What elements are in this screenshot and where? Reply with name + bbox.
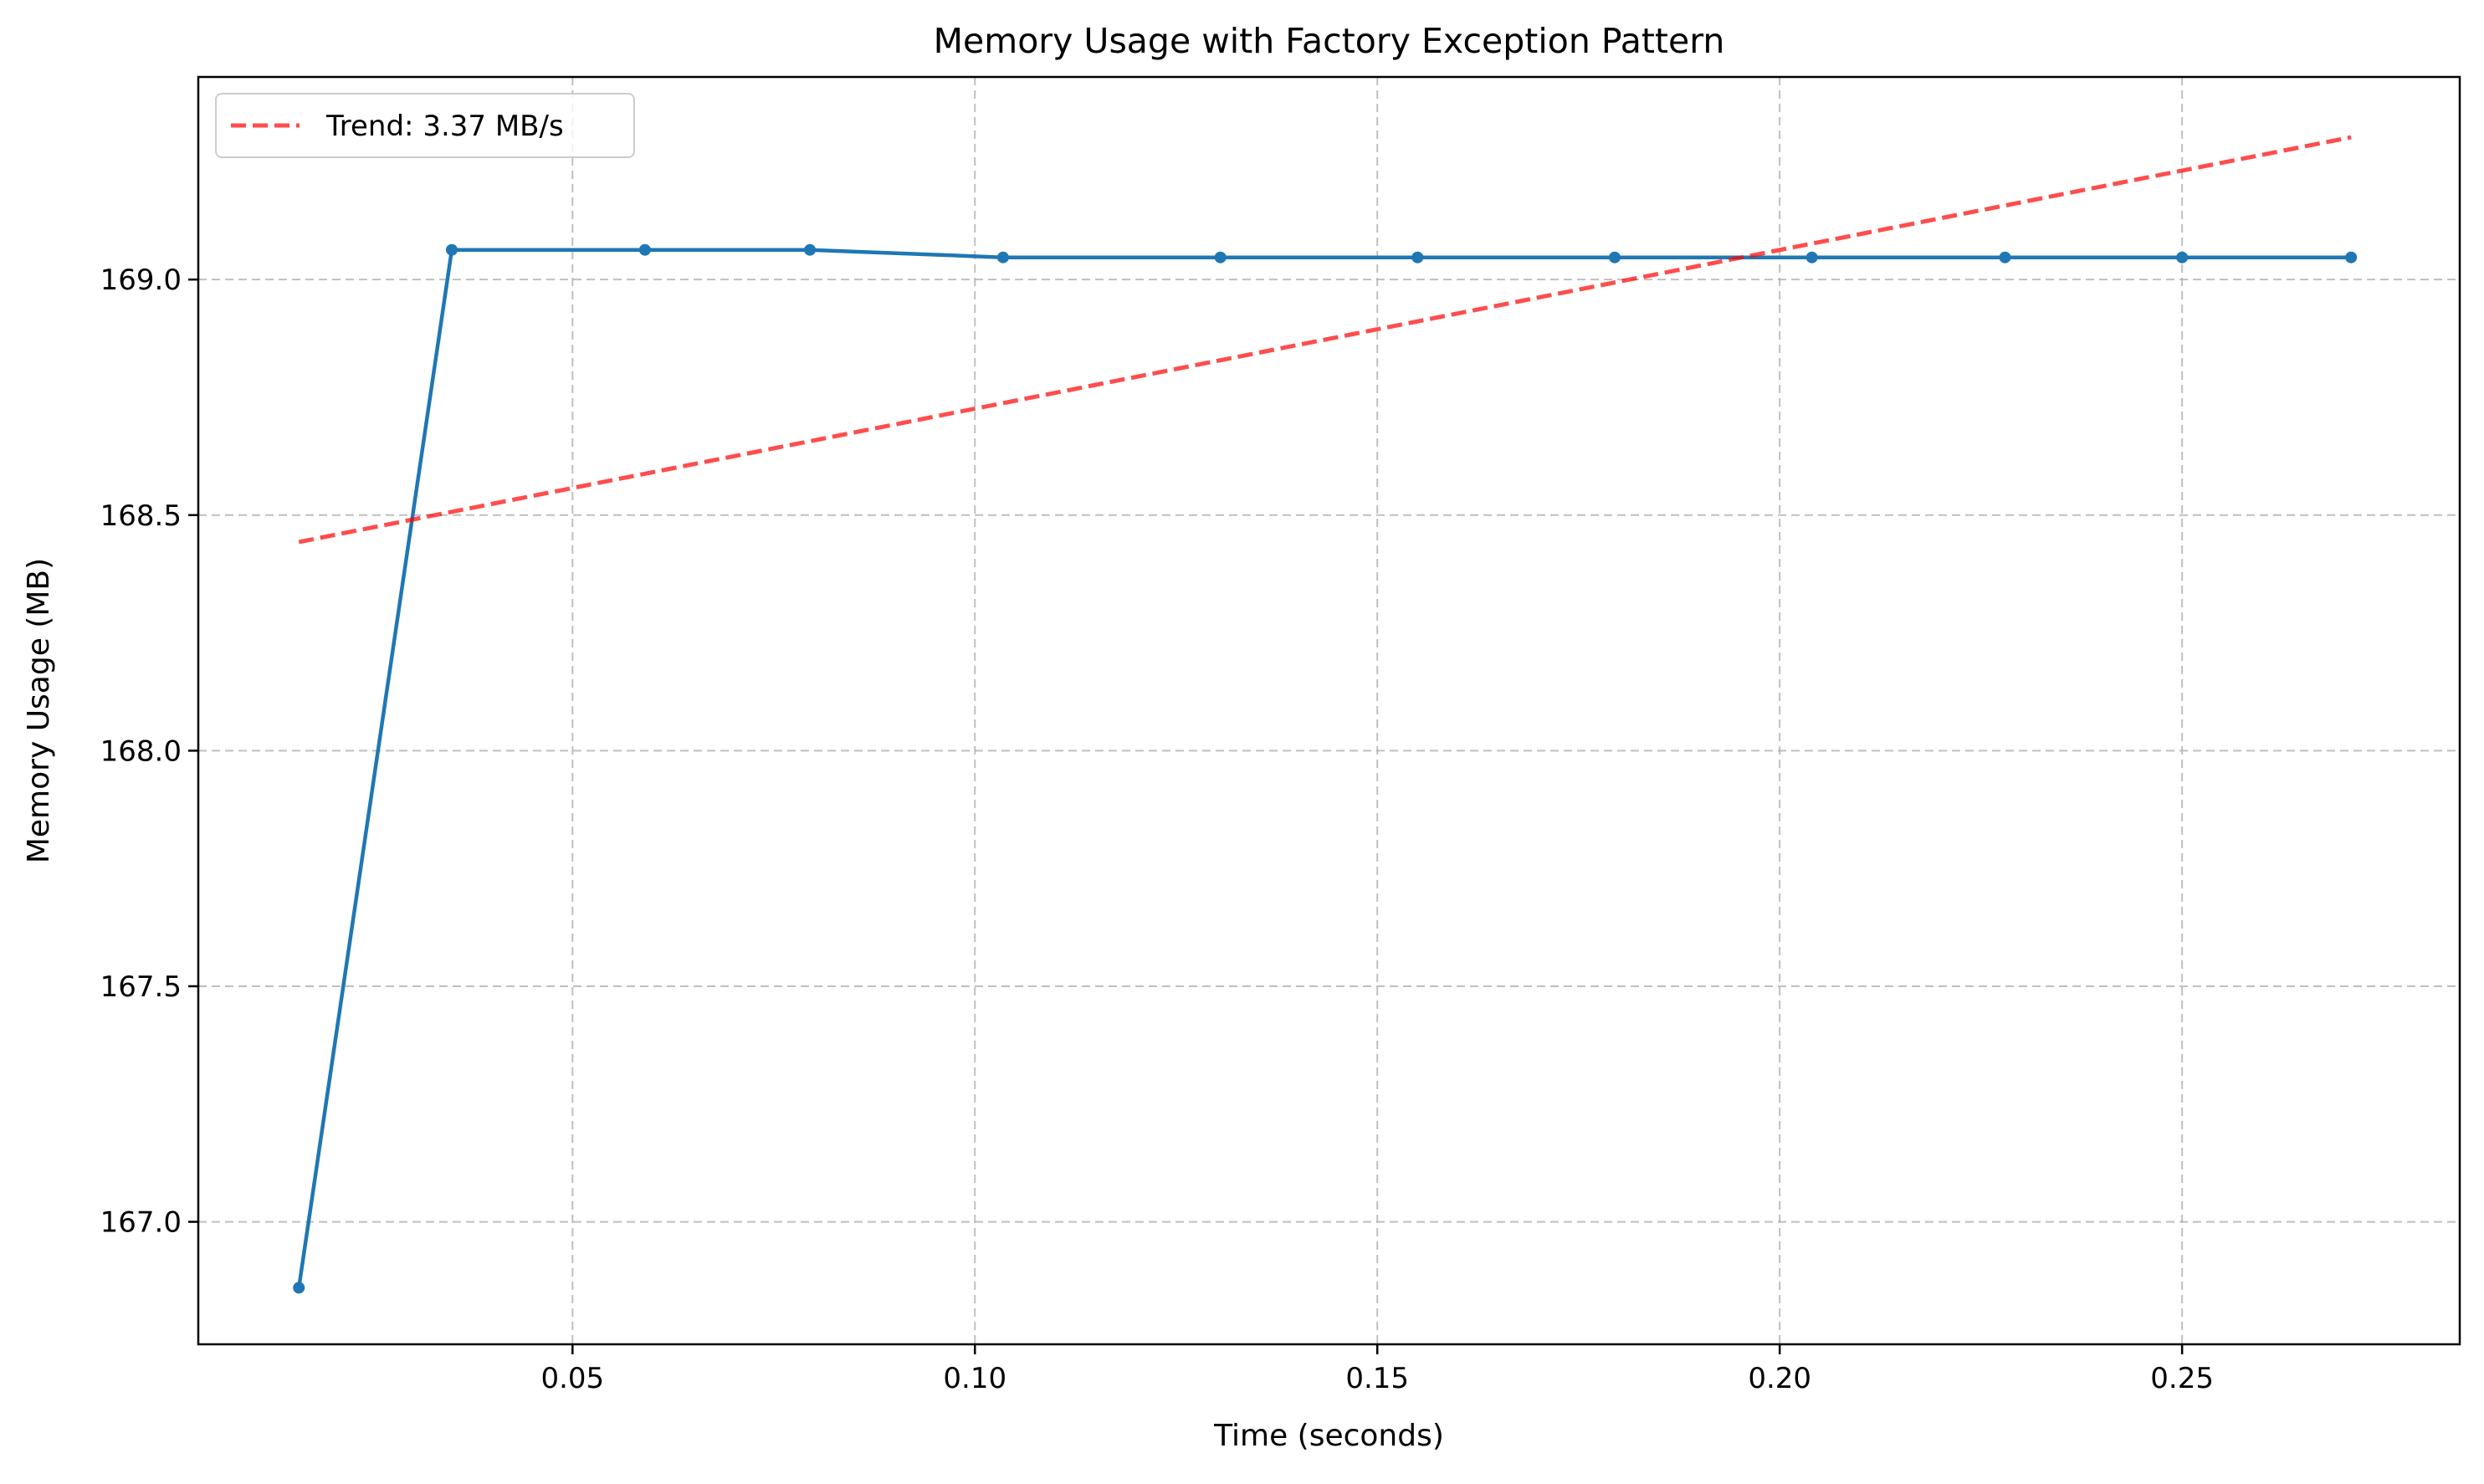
data-point <box>293 1282 305 1294</box>
legend-box <box>215 93 635 158</box>
data-point <box>446 243 458 256</box>
chart-title: Memory Usage with Factory Exception Patt… <box>934 21 1725 61</box>
y-tick-label: 167.0 <box>100 1206 182 1240</box>
y-tick-label: 169.0 <box>100 264 182 297</box>
data-point <box>1411 251 1424 264</box>
data-point <box>2345 251 2358 264</box>
legend-trend-label: Trend: 3.37 MB/s <box>325 110 564 143</box>
data-point <box>1214 251 1227 264</box>
data-point <box>638 243 651 256</box>
y-tick-label: 168.5 <box>100 499 182 533</box>
data-point <box>1805 251 1818 264</box>
x-tick-label: 0.15 <box>1345 1362 1409 1395</box>
grid <box>198 77 2460 1344</box>
series-group <box>293 135 2358 1294</box>
y-tick-label: 168.0 <box>100 734 182 768</box>
data-point <box>1999 251 2011 264</box>
x-tick-label: 0.05 <box>540 1362 604 1395</box>
axes-frame <box>197 75 2461 1346</box>
x-axis-label: Time (seconds) <box>1213 1419 1444 1453</box>
data-point <box>804 243 817 256</box>
x-tick-label: 0.20 <box>1748 1362 1811 1395</box>
memory-usage-line <box>296 248 2352 1288</box>
x-tick-label: 0.10 <box>943 1362 1006 1395</box>
x-tick-label: 0.25 <box>2150 1362 2214 1395</box>
data-point <box>996 251 1009 264</box>
data-point <box>1608 251 1621 264</box>
ticks: 0.05 0.10 0.15 0.20 0.25 167.0 167.5 168.0 168.5… <box>100 264 2214 1395</box>
legend: Trend: 3.37 MB/s <box>215 93 635 158</box>
y-tick-label: 167.5 <box>100 970 182 1004</box>
y-axis-label: Memory Usage (MB) <box>22 558 56 863</box>
data-point <box>2176 251 2189 264</box>
trend-line <box>298 135 2352 545</box>
